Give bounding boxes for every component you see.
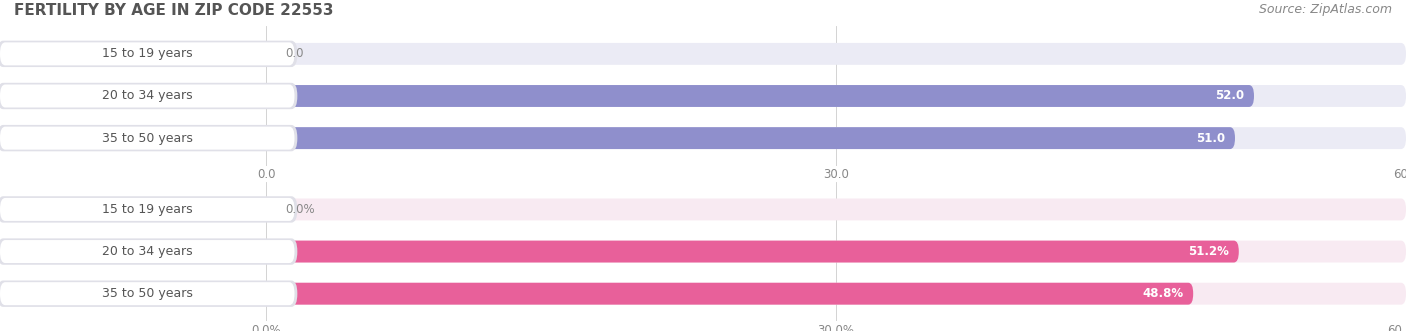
Text: 20 to 34 years: 20 to 34 years [103,245,193,258]
FancyBboxPatch shape [266,199,1406,220]
FancyBboxPatch shape [266,127,1406,149]
Text: 20 to 34 years: 20 to 34 years [103,89,193,103]
FancyBboxPatch shape [0,42,294,65]
Text: 15 to 19 years: 15 to 19 years [103,47,193,60]
FancyBboxPatch shape [266,85,1254,107]
FancyBboxPatch shape [266,85,1406,107]
FancyBboxPatch shape [0,125,297,151]
Text: 35 to 50 years: 35 to 50 years [101,132,193,145]
FancyBboxPatch shape [0,282,294,305]
FancyBboxPatch shape [266,283,1194,305]
FancyBboxPatch shape [0,198,294,221]
Text: 52.0: 52.0 [1215,89,1244,103]
Text: 51.0: 51.0 [1197,132,1226,145]
FancyBboxPatch shape [0,84,294,108]
FancyBboxPatch shape [0,280,297,307]
FancyBboxPatch shape [0,196,297,223]
FancyBboxPatch shape [0,83,297,109]
FancyBboxPatch shape [0,240,294,263]
Text: 51.2%: 51.2% [1188,245,1229,258]
FancyBboxPatch shape [0,127,294,150]
Text: Source: ZipAtlas.com: Source: ZipAtlas.com [1258,3,1392,16]
FancyBboxPatch shape [266,43,1406,65]
FancyBboxPatch shape [0,41,297,67]
FancyBboxPatch shape [0,238,297,265]
FancyBboxPatch shape [266,283,1406,305]
Text: 15 to 19 years: 15 to 19 years [103,203,193,216]
FancyBboxPatch shape [266,127,1234,149]
FancyBboxPatch shape [266,241,1406,262]
FancyBboxPatch shape [266,241,1239,262]
Text: 35 to 50 years: 35 to 50 years [101,287,193,300]
Text: 0.0: 0.0 [285,47,304,60]
Text: 0.0%: 0.0% [285,203,315,216]
Text: FERTILITY BY AGE IN ZIP CODE 22553: FERTILITY BY AGE IN ZIP CODE 22553 [14,3,333,18]
Text: 48.8%: 48.8% [1143,287,1184,300]
